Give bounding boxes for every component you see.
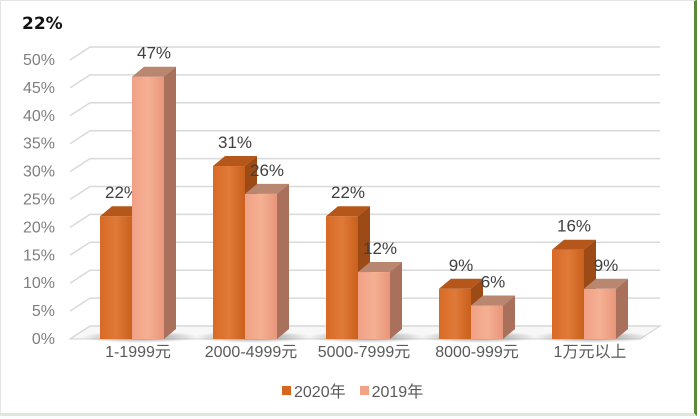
bar-2019年: 6% <box>471 273 515 339</box>
y-tick-label: 30% <box>23 164 55 181</box>
legend-label: 2019年 <box>371 384 424 401</box>
y-tick-label: 45% <box>23 80 55 97</box>
legend-swatch-icon <box>282 385 291 395</box>
corner-label: 22% <box>22 14 63 34</box>
x-axis: 1-1999元 2000-4999元 5000-7999元 8000-999元 1万元以… <box>105 343 626 361</box>
legend-label: 2020年 <box>294 384 346 401</box>
x-tick-label: 2000-4999元 <box>205 344 298 361</box>
x-tick-label: 1万元以上 <box>554 343 627 361</box>
data-label: 9% <box>594 256 619 275</box>
x-tick-label: 5000-7999元 <box>318 344 411 361</box>
y-tick-label: 25% <box>23 192 55 209</box>
bar-2019年: 26% <box>245 161 289 339</box>
x-tick-label: 8000-999元 <box>435 344 519 361</box>
y-tick-label: 10% <box>23 275 55 292</box>
y-tick-label: 5% <box>32 303 55 320</box>
data-label: 31% <box>218 133 252 152</box>
data-label: 26% <box>250 161 284 180</box>
bar-2020年: 22% <box>326 183 370 339</box>
bar-2019年: 47% <box>132 44 176 340</box>
legend-swatch-icon <box>359 385 369 395</box>
y-axis: 0% 5% 10% 15% 20% 25% 30% 35% 40% 45% 50% <box>23 52 55 348</box>
bar-2019年: 12% <box>358 239 402 339</box>
y-tick-label: 40% <box>23 108 55 125</box>
data-label: 16% <box>557 217 591 236</box>
y-tick-label: 20% <box>23 219 55 236</box>
y-tick-label: 35% <box>23 136 55 153</box>
legend-item: 2019年 <box>359 378 424 402</box>
legend-item: 2020年 <box>282 378 346 402</box>
bar-2019年: 9% <box>584 256 628 339</box>
data-label: 9% <box>449 256 474 275</box>
data-label: 22% <box>105 183 139 202</box>
x-tick-label: 1-1999元 <box>105 344 171 361</box>
data-label: 47% <box>137 44 171 63</box>
y-tick-label: 50% <box>23 52 55 69</box>
y-tick-label: 0% <box>32 331 55 348</box>
data-label: 12% <box>363 239 397 258</box>
data-label: 6% <box>481 273 506 292</box>
bars: 22% 47% 31% 26% 22% 12% 9% 6% 16% 9% <box>82 44 650 343</box>
data-label: 22% <box>331 183 365 202</box>
y-tick-label: 15% <box>23 247 55 264</box>
legend: 2020年 2019年 <box>282 378 423 402</box>
